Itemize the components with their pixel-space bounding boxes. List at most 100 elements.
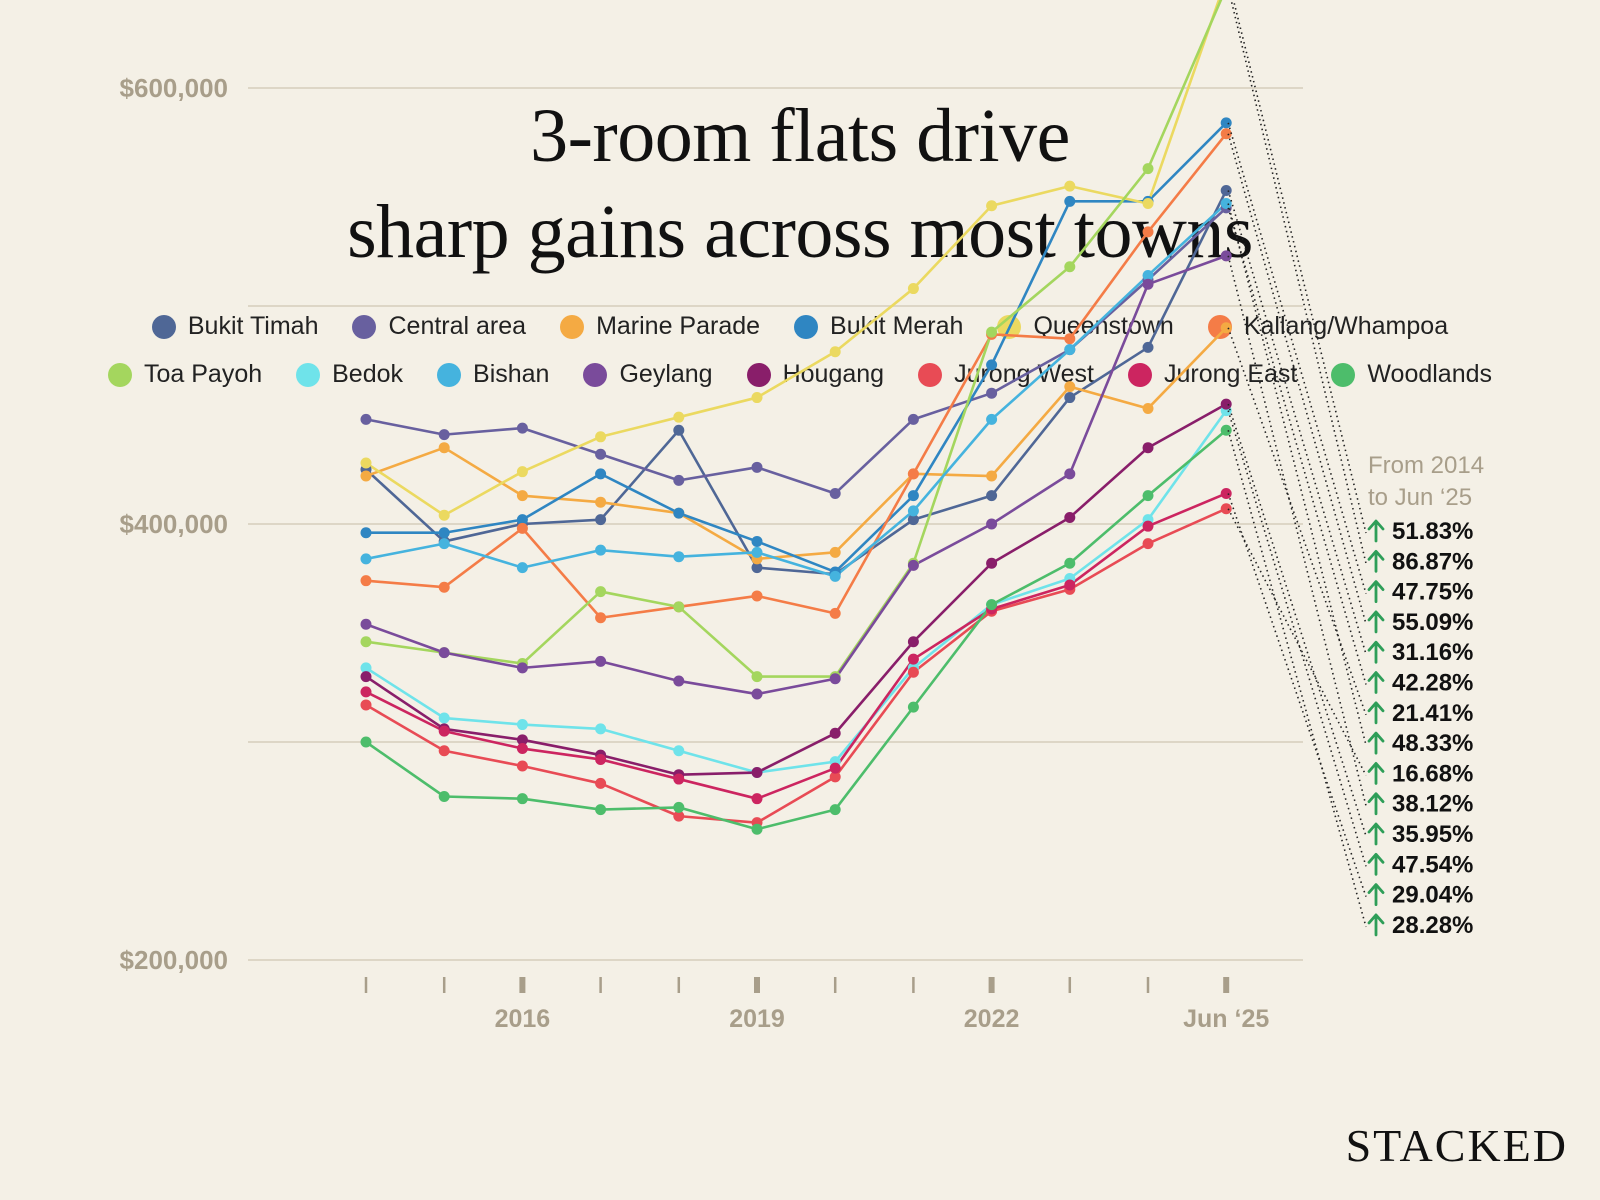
data-point-jurong-west bbox=[438, 745, 450, 757]
data-point-woodlands bbox=[360, 736, 372, 748]
percent-change-label: 16.68% bbox=[1392, 760, 1473, 787]
data-point-jurong-west bbox=[516, 760, 528, 772]
data-point-marine-parade bbox=[595, 496, 607, 508]
series-line-bishan bbox=[365, 202, 1228, 578]
data-point-hougang bbox=[986, 557, 998, 569]
percent-change-label: 35.95% bbox=[1392, 821, 1473, 848]
data-point-jurong-east bbox=[907, 653, 919, 665]
legend-swatch bbox=[583, 362, 608, 387]
data-point-queenstown bbox=[595, 431, 607, 443]
series-line-central-area bbox=[365, 206, 1228, 495]
data-point-hougang bbox=[516, 734, 528, 746]
data-point-kallang-whampoa bbox=[829, 607, 841, 619]
data-point-bishan bbox=[1142, 269, 1154, 281]
legend-label: Bukit Timah bbox=[187, 312, 319, 340]
data-point-marine-parade bbox=[829, 546, 841, 558]
note-line-1: From 2014 bbox=[1368, 452, 1485, 479]
data-point-toa-payoh bbox=[1142, 163, 1154, 175]
data-point-woodlands bbox=[1142, 490, 1154, 502]
data-point-geylang bbox=[438, 647, 450, 659]
data-point-queenstown bbox=[1142, 198, 1154, 210]
data-point-queenstown bbox=[438, 509, 450, 521]
data-point-woodlands bbox=[438, 791, 450, 802]
data-point-woodlands bbox=[673, 801, 685, 813]
percent-change-label: 29.04% bbox=[1392, 882, 1473, 909]
data-point-geylang bbox=[516, 662, 528, 674]
legend-item-queenstown: Queenstown bbox=[997, 312, 1174, 341]
legend-label: Bishan bbox=[473, 360, 550, 388]
percent-change-label: 47.54% bbox=[1392, 851, 1473, 878]
legend-item-bedok: Bedok bbox=[296, 360, 403, 389]
legend-swatch bbox=[1331, 362, 1356, 387]
data-point-kallang-whampoa bbox=[516, 522, 528, 534]
percent-change-label: 47.75% bbox=[1392, 579, 1473, 606]
data-point-marine-parade bbox=[1220, 322, 1232, 334]
legend-row-2: Toa Payoh Bedok Bishan Geylang Hougang Jurong… bbox=[0, 360, 1600, 389]
legend-label: Jurong East bbox=[1163, 360, 1298, 388]
legend-item-bukit-timah: Bukit Timah bbox=[151, 312, 319, 341]
data-point-hougang bbox=[1220, 398, 1232, 410]
data-point-bishan bbox=[986, 413, 998, 425]
series-line-woodlands bbox=[365, 429, 1228, 831]
series-line-jurong-east bbox=[365, 492, 1227, 800]
data-point-central-area bbox=[438, 429, 450, 441]
y-tick-label: $400,000 bbox=[120, 509, 228, 539]
percent-change-label: 28.28% bbox=[1392, 912, 1473, 939]
data-point-bukit-merah bbox=[751, 535, 763, 547]
up-arrow-icon bbox=[1367, 640, 1385, 664]
leader-line bbox=[1227, 207, 1367, 685]
data-point-kallang-whampoa bbox=[595, 612, 607, 624]
legend-label: Geylang bbox=[619, 360, 713, 388]
data-point-queenstown bbox=[907, 283, 919, 295]
note-line-2: to Jun ‘25 bbox=[1368, 484, 1473, 511]
data-point-bukit-timah bbox=[595, 514, 607, 526]
data-point-bedok bbox=[673, 745, 685, 757]
leader-line bbox=[1227, 122, 1367, 594]
data-point-woodlands bbox=[1220, 424, 1232, 436]
data-point-hougang bbox=[1064, 511, 1076, 523]
series-line-bedok bbox=[365, 409, 1228, 774]
legend-swatch bbox=[296, 362, 321, 387]
data-point-bishan bbox=[595, 544, 607, 556]
up-arrow-icon bbox=[1367, 852, 1385, 876]
title-line-2: sharp gains across most towns bbox=[347, 190, 1253, 274]
data-point-bedok bbox=[595, 723, 607, 735]
series-line-bukit-timah bbox=[365, 189, 1228, 576]
leader-line bbox=[1227, 190, 1367, 655]
data-point-kallang-whampoa bbox=[1220, 128, 1232, 140]
data-point-jurong-east bbox=[360, 686, 372, 698]
legend-item-bukit-merah: Bukit Merah bbox=[794, 312, 963, 341]
data-point-hougang bbox=[829, 727, 841, 739]
legend-swatch bbox=[352, 314, 377, 339]
data-point-jurong-east bbox=[751, 793, 763, 805]
series-line-bukit-merah bbox=[366, 121, 1228, 574]
data-point-marine-parade bbox=[1142, 402, 1154, 414]
percent-change-label: 31.16% bbox=[1392, 639, 1473, 666]
series-line-toa-payoh bbox=[365, 0, 1223, 678]
legend-item-woodlands: Woodlands bbox=[1331, 360, 1492, 389]
x-tick-label: Jun ‘25 bbox=[1183, 1005, 1269, 1033]
data-point-jurong-west bbox=[673, 810, 685, 822]
up-arrow-icon bbox=[1367, 580, 1385, 603]
data-point-bukit-merah bbox=[516, 514, 528, 526]
data-point-jurong-west bbox=[1220, 503, 1232, 515]
legend-label: Central area bbox=[388, 312, 527, 340]
data-point-central-area bbox=[516, 422, 528, 434]
legend-swatch bbox=[437, 362, 462, 387]
data-point-marine-parade bbox=[986, 470, 998, 482]
leader-line bbox=[1232, 0, 1367, 534]
data-point-queenstown bbox=[1064, 180, 1076, 192]
data-point-bukit-merah bbox=[1220, 117, 1232, 129]
data-point-jurong-east bbox=[1064, 579, 1076, 591]
data-point-jurong-west bbox=[360, 699, 372, 711]
data-point-jurong-east bbox=[1142, 520, 1154, 532]
legend-swatch bbox=[794, 314, 819, 339]
data-point-woodlands bbox=[516, 793, 528, 805]
data-point-bishan bbox=[673, 551, 685, 563]
data-point-toa-payoh bbox=[986, 326, 998, 338]
data-point-bukit-timah bbox=[751, 562, 763, 574]
y-tick-label: $600,000 bbox=[120, 73, 228, 103]
up-arrow-icon bbox=[1367, 610, 1385, 634]
data-point-bukit-timah bbox=[1142, 341, 1154, 353]
